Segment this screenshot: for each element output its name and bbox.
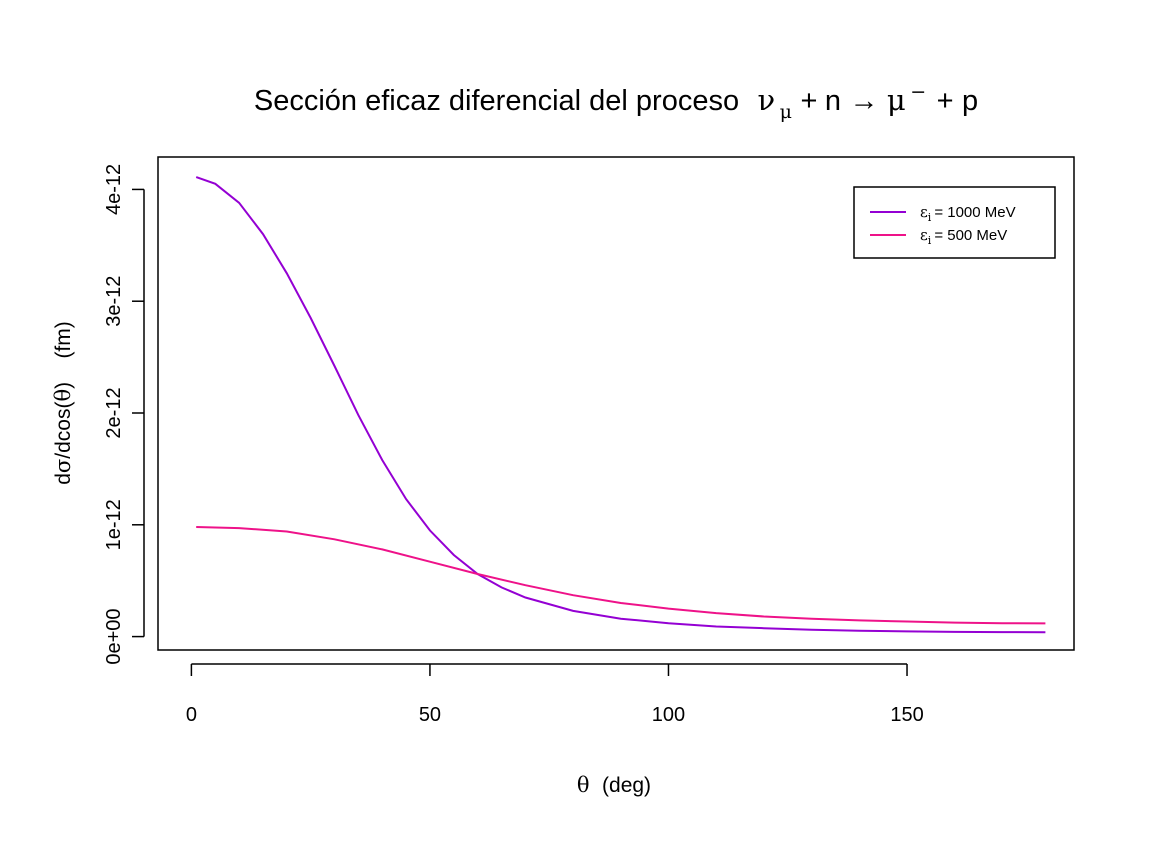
y-tick-label: 2e-12 [103, 387, 125, 438]
x-tick-label: 150 [890, 704, 923, 726]
legend: εi = 1000 MeV εi = 500 MeV [853, 186, 1056, 259]
legend-entry-500-mev: εi = 500 MeV [920, 226, 1007, 247]
title-nu: ν [758, 83, 776, 117]
x-tick-label: 100 [652, 704, 685, 726]
legend-box [853, 186, 1056, 259]
legend-entry-1000-mev: εi = 1000 MeV [920, 203, 1016, 224]
x-label-text: (deg) [602, 774, 651, 797]
y-label-prefix: d [52, 473, 75, 485]
plot-frame [157, 156, 1075, 651]
legend-1000-sub: i [928, 211, 932, 224]
legend-500-text: = 500 MeV [934, 227, 1007, 244]
series-line-500-mev [196, 526, 1046, 625]
title-text: Sección eficaz diferencial del proceso [254, 85, 739, 117]
title-mu: μ [887, 83, 906, 117]
series-line-1000-mev [195, 176, 1046, 634]
y-label-suffix: ) (fm) [52, 321, 75, 389]
title-mu-sup: − [910, 81, 926, 103]
title-nu-sub: μ [780, 101, 792, 123]
legend-500-symbol: ε [920, 226, 928, 244]
legend-500-sub: i [928, 234, 932, 247]
y-label-theta: θ [51, 389, 75, 402]
x-label-theta: θ [577, 773, 590, 797]
title-plus-2: + [937, 85, 954, 117]
y-label-sigma: σ [51, 459, 75, 473]
y-axis: 0e+00 1e-12 2e-12 3e-12 4e-12 [103, 164, 145, 665]
x-axis: 0 50 100 150 [186, 663, 924, 726]
y-tick-label: 0e+00 [103, 609, 125, 665]
x-axis-label: θ (deg) [577, 773, 651, 797]
x-tick-label: 0 [186, 704, 197, 726]
title-n: n [825, 85, 841, 117]
y-label-middle: /dcos( [52, 402, 75, 459]
y-tick-label: 4e-12 [103, 164, 125, 215]
legend-1000-text: = 1000 MeV [934, 204, 1015, 221]
x-tick-label: 50 [419, 704, 441, 726]
legend-1000-symbol: ε [920, 203, 928, 221]
y-axis-label: dσ/dcos(θ) (fm) [51, 321, 75, 485]
title-plus-1: + [800, 85, 817, 117]
chart-title: Sección eficaz diferencial del proceso ν… [254, 81, 978, 123]
y-tick-label: 3e-12 [103, 276, 125, 327]
series-layer [195, 176, 1046, 634]
title-p: p [962, 85, 978, 117]
y-tick-label: 1e-12 [103, 499, 125, 550]
title-arrow: → [849, 85, 878, 117]
